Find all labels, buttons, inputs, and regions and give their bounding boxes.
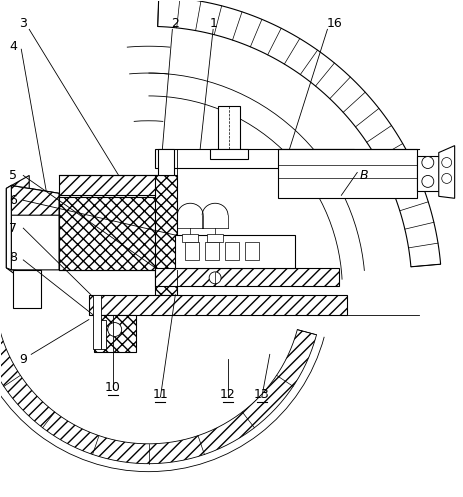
- Bar: [155, 149, 353, 168]
- Bar: [244, 242, 258, 260]
- Circle shape: [421, 175, 433, 187]
- Bar: [59, 195, 158, 270]
- Text: 5: 5: [9, 169, 17, 182]
- Bar: [94, 315, 135, 352]
- Text: 2: 2: [171, 17, 179, 30]
- Polygon shape: [438, 146, 454, 198]
- Text: 8: 8: [9, 251, 17, 264]
- Circle shape: [441, 173, 450, 183]
- Text: 13: 13: [253, 388, 269, 401]
- Circle shape: [107, 323, 121, 336]
- Bar: [89, 295, 347, 315]
- Polygon shape: [157, 0, 440, 267]
- Bar: [155, 175, 177, 295]
- Bar: [93, 295, 100, 349]
- Text: 4: 4: [9, 40, 17, 53]
- Bar: [182, 234, 198, 242]
- Circle shape: [421, 157, 433, 168]
- Bar: [416, 156, 438, 191]
- Text: 11: 11: [152, 388, 168, 401]
- Bar: [13, 270, 41, 308]
- Bar: [206, 234, 223, 242]
- Text: 10: 10: [105, 381, 120, 394]
- Text: B: B: [359, 169, 368, 182]
- Text: 9: 9: [19, 353, 27, 366]
- Bar: [185, 242, 199, 260]
- Polygon shape: [6, 175, 29, 285]
- Circle shape: [209, 272, 220, 284]
- Circle shape: [441, 158, 450, 167]
- Bar: [218, 106, 239, 149]
- Polygon shape: [11, 185, 59, 270]
- Polygon shape: [11, 185, 59, 215]
- Text: 7: 7: [9, 222, 17, 235]
- Text: 3: 3: [19, 17, 27, 30]
- Bar: [100, 320, 106, 349]
- Bar: [210, 149, 247, 159]
- Bar: [155, 268, 338, 286]
- Text: 16: 16: [326, 17, 342, 30]
- Text: 6: 6: [9, 194, 17, 207]
- Bar: [205, 242, 219, 260]
- Bar: [277, 149, 416, 198]
- Polygon shape: [0, 330, 316, 464]
- Bar: [225, 242, 238, 260]
- Text: 12: 12: [219, 388, 235, 401]
- Bar: [158, 149, 174, 175]
- Polygon shape: [6, 185, 11, 270]
- Bar: [175, 235, 294, 268]
- Bar: [59, 175, 158, 197]
- Text: 1: 1: [209, 17, 217, 30]
